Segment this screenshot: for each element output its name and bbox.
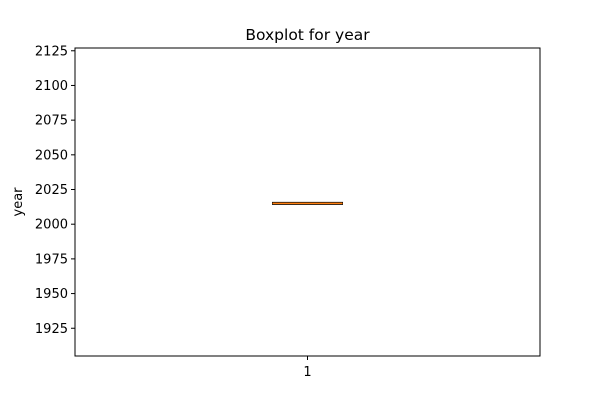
box-series (272, 201, 343, 205)
y-tick-label: 2125 (35, 44, 68, 59)
y-tick-label: 2075 (35, 114, 68, 129)
y-tick-label: 1950 (35, 287, 68, 302)
y-tick-label: 1975 (35, 252, 68, 267)
chart-title: Boxplot for year (245, 26, 370, 44)
y-tick-label: 2025 (35, 183, 68, 198)
y-tick-label: 2000 (35, 218, 68, 233)
y-tick-label: 2050 (35, 148, 68, 163)
y-axis-label: year (11, 187, 26, 217)
x-tick-label: 1 (303, 365, 311, 380)
y-axis-label-group: year (11, 187, 26, 217)
plot-frame (74, 47, 541, 357)
x-axis-ticks: 1 (303, 356, 312, 380)
y-axis-ticks: 1925 1950 1975 2000 2025 2050 2075 2100 2125 (35, 44, 75, 337)
y-tick-label: 1925 (35, 322, 68, 337)
y-tick-label: 2100 (35, 79, 68, 94)
